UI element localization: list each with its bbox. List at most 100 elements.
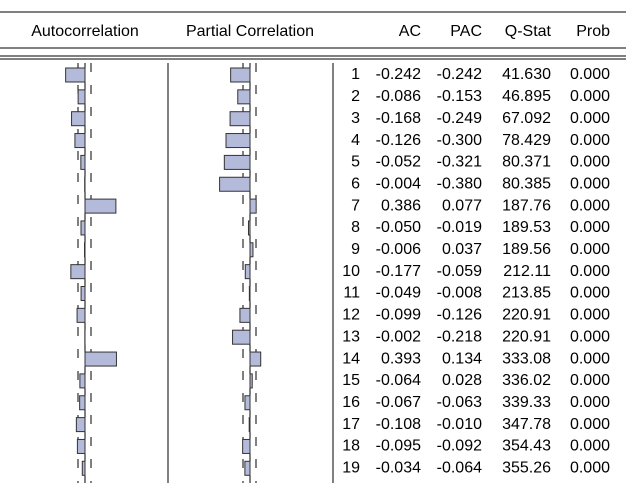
cell: -0.050	[376, 219, 421, 236]
cell: -0.218	[437, 328, 482, 345]
cell: 80.385	[502, 175, 551, 192]
correlation-bar	[76, 438, 86, 454]
cell: 0.000	[570, 438, 610, 455]
correlation-bar	[219, 176, 251, 192]
cell: 1	[351, 66, 360, 83]
cell: -0.321	[437, 154, 482, 171]
cell: 0.000	[570, 66, 610, 83]
correlation-bar	[248, 417, 251, 433]
cell: -0.242	[437, 66, 482, 83]
cell: 0.000	[570, 285, 610, 302]
correlation-bar	[244, 395, 251, 411]
cell: -0.067	[376, 394, 421, 411]
correlation-bar	[77, 89, 86, 105]
cell: 0.000	[570, 219, 610, 236]
cell: -0.008	[437, 285, 482, 302]
correlation-bar	[84, 351, 117, 367]
correlation-bar	[244, 460, 251, 476]
cell: -0.099	[376, 307, 421, 324]
cell: 355.26	[502, 460, 551, 477]
cell: 14	[342, 350, 360, 367]
cell: 80.371	[502, 154, 551, 171]
cell: 5	[351, 154, 360, 171]
column-header: PAC	[450, 23, 482, 40]
cell: -0.168	[376, 110, 421, 127]
cell: -0.034	[376, 460, 421, 477]
correlation-bar	[65, 67, 86, 83]
cell: 0.393	[381, 350, 421, 367]
correlation-bar	[81, 460, 86, 476]
cell: 212.11	[503, 263, 551, 280]
cell: 0.000	[570, 350, 610, 367]
cell: 0.000	[570, 154, 610, 171]
cell: 0.000	[570, 263, 610, 280]
cell: 0.000	[570, 416, 610, 433]
cell: 16	[342, 394, 360, 411]
cell: 6	[351, 175, 360, 192]
cell: 0.386	[381, 197, 421, 214]
cell: -0.002	[376, 328, 421, 345]
cell: 0.077	[442, 197, 482, 214]
cell: -0.019	[437, 219, 482, 236]
correlation-bar	[80, 286, 86, 301]
cell: -0.249	[437, 110, 482, 127]
correlation-bar	[225, 133, 251, 149]
cell: 17	[342, 416, 360, 433]
correlation-bar	[80, 154, 86, 170]
correlation-bar	[229, 111, 251, 127]
cell: -0.086	[376, 88, 421, 105]
cell: 354.43	[502, 438, 551, 455]
cell: 0.000	[570, 328, 610, 345]
cell: 0.134	[442, 350, 482, 367]
cell: -0.063	[437, 394, 482, 411]
cell: 339.33	[502, 394, 551, 411]
cell: 347.78	[502, 416, 551, 433]
correlation-bar	[70, 264, 86, 280]
cell: 0.000	[570, 110, 610, 127]
cell: 2	[351, 88, 360, 105]
cell: 213.85	[502, 285, 551, 302]
correlation-bar	[247, 220, 251, 236]
correlation-bar	[249, 373, 253, 389]
correlation-bar	[76, 307, 86, 323]
cell: -0.153	[437, 88, 482, 105]
cell: -0.095	[376, 438, 421, 455]
correlation-bar	[232, 329, 251, 345]
cell: -0.126	[437, 307, 482, 324]
cell: 67.092	[502, 110, 551, 127]
column-header: Autocorrelation	[31, 23, 139, 40]
correlation-bar	[249, 242, 254, 258]
cell: 0.028	[442, 372, 482, 389]
column-header: Prob	[576, 23, 610, 40]
cell: 46.895	[502, 88, 551, 105]
cell: -0.064	[376, 372, 421, 389]
cell: 10	[342, 263, 360, 280]
cell: 78.429	[502, 132, 551, 149]
correlation-bar	[84, 198, 117, 214]
cell: 0.000	[570, 394, 610, 411]
cell: 333.08	[502, 350, 551, 367]
cell: 0.000	[570, 197, 610, 214]
correlation-bar	[74, 133, 86, 149]
cell: 4	[351, 132, 360, 149]
cell: 19	[342, 460, 360, 477]
correlation-bar	[239, 307, 251, 323]
column-header: Partial Correlation	[186, 23, 314, 40]
cell: 3	[351, 110, 360, 127]
cell: 15	[342, 372, 360, 389]
correlation-bar	[237, 89, 251, 105]
column-header: AC	[399, 23, 421, 40]
correlation-bar	[80, 220, 86, 236]
correlation-bar	[223, 154, 251, 170]
cell: 0.000	[570, 460, 610, 477]
correlation-bar	[71, 111, 86, 127]
cell: 41.630	[502, 66, 551, 83]
cell: 187.76	[502, 197, 551, 214]
correlation-bar	[75, 417, 86, 433]
cell: -0.049	[376, 285, 421, 302]
cell: 0.000	[570, 372, 610, 389]
cell: 8	[351, 219, 360, 236]
correlation-bar	[244, 264, 251, 280]
cell: 220.91	[502, 328, 551, 345]
